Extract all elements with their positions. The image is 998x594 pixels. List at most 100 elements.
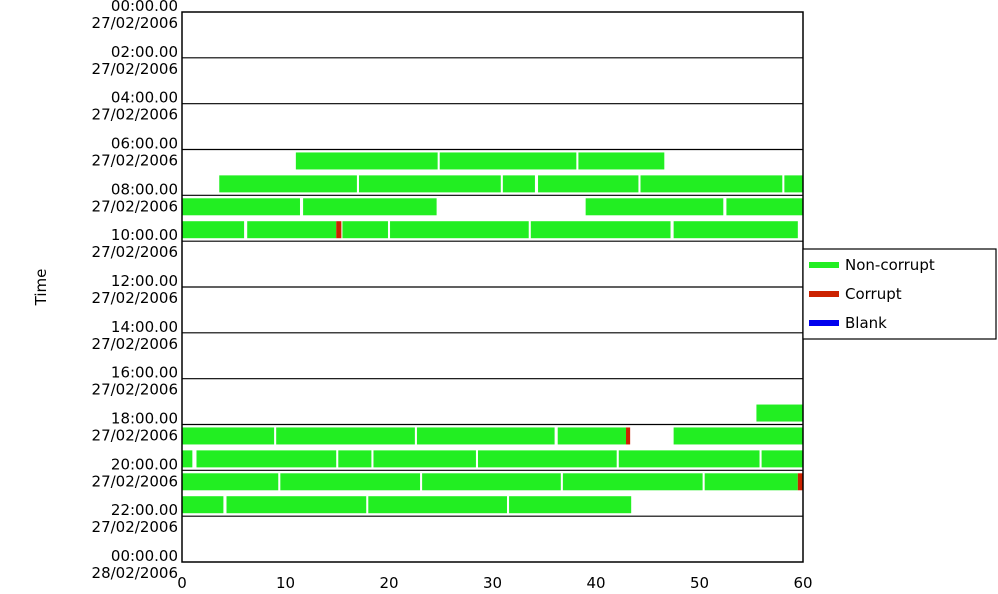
y-tick-date: 27/02/2006: [92, 60, 178, 78]
non-corrupt-bar: [439, 152, 577, 170]
legend-swatch: [809, 291, 839, 297]
corrupt-bar: [336, 221, 342, 239]
non-corrupt-bar: [182, 496, 224, 514]
y-tick-date: 27/02/2006: [92, 518, 178, 536]
non-corrupt-bar: [530, 221, 671, 239]
non-corrupt-bar: [247, 221, 337, 239]
non-corrupt-bar: [502, 175, 535, 193]
non-corrupt-bar: [182, 473, 279, 491]
y-tick-date: 27/02/2006: [92, 289, 178, 307]
y-tick-date: 28/02/2006: [92, 564, 178, 582]
non-corrupt-bar: [578, 152, 665, 170]
legend: Non-corrupt Corrupt Blank: [802, 248, 997, 340]
non-corrupt-bar: [756, 404, 803, 422]
legend-entry: Blank: [809, 314, 887, 332]
y-tick-date: 27/02/2006: [92, 472, 178, 490]
non-corrupt-bar: [562, 473, 703, 491]
y-tick-time: 10:00.00: [111, 226, 178, 244]
non-corrupt-bar: [196, 450, 337, 468]
y-tick-time: 04:00.00: [111, 89, 178, 107]
x-tick-label: 10: [276, 574, 295, 592]
y-tick-date: 27/02/2006: [92, 152, 178, 170]
y-tick-time: 20:00.00: [111, 455, 178, 473]
y-tick-time: 18:00.00: [111, 410, 178, 428]
x-tick-label: 20: [379, 574, 398, 592]
y-tick-time: 16:00.00: [111, 364, 178, 382]
y-axis-label: Time: [32, 269, 50, 307]
legend-label: Corrupt: [845, 285, 902, 303]
non-corrupt-bar: [182, 450, 193, 468]
x-tick-label: 30: [483, 574, 502, 592]
non-corrupt-bar: [618, 450, 760, 468]
non-corrupt-bar: [338, 450, 372, 468]
non-corrupt-bar: [182, 198, 300, 216]
y-tick-date: 27/02/2006: [92, 335, 178, 353]
non-corrupt-bar: [416, 427, 555, 445]
y-tick-labels: 00:00.0027/02/200602:00.0027/02/200604:0…: [92, 0, 178, 582]
non-corrupt-bar: [276, 427, 415, 445]
y-tick-time: 00:00.00: [111, 0, 178, 15]
y-tick-date: 27/02/2006: [92, 106, 178, 124]
y-tick-date: 27/02/2006: [92, 14, 178, 32]
non-corrupt-bar: [390, 221, 529, 239]
corrupt-bar: [797, 473, 803, 491]
legend-swatch: [809, 262, 839, 268]
non-corrupt-bar: [368, 496, 507, 514]
grid-lines: [182, 57, 803, 517]
legend-entry: Corrupt: [809, 285, 902, 303]
y-tick-date: 27/02/2006: [92, 243, 178, 261]
y-tick-time: 02:00.00: [111, 43, 178, 61]
non-corrupt-bar: [673, 221, 798, 239]
non-corrupt-bar: [219, 175, 357, 193]
legend-entry: Non-corrupt: [809, 256, 935, 274]
y-tick-time: 08:00.00: [111, 180, 178, 198]
non-corrupt-bar: [509, 496, 632, 514]
non-corrupt-bar: [422, 473, 561, 491]
non-corrupt-bar: [726, 198, 803, 216]
corrupt-bar: [626, 427, 631, 445]
x-tick-label: 50: [690, 574, 709, 592]
non-corrupt-bar: [761, 450, 803, 468]
non-corrupt-bar: [182, 427, 275, 445]
non-corrupt-bar: [557, 427, 627, 445]
y-tick-time: 22:00.00: [111, 501, 178, 519]
x-tick-label: 0: [177, 574, 187, 592]
x-tick-label: 60: [793, 574, 812, 592]
non-corrupt-bar: [585, 198, 724, 216]
y-tick-time: 12:00.00: [111, 272, 178, 290]
legend-label: Blank: [845, 314, 887, 332]
y-tick-time: 06:00.00: [111, 135, 178, 153]
y-tick-time: 14:00.00: [111, 318, 178, 336]
non-corrupt-bar: [640, 175, 783, 193]
non-corrupt-bar: [704, 473, 798, 491]
non-corrupt-bar: [673, 427, 803, 445]
non-corrupt-bar: [303, 198, 437, 216]
non-corrupt-bar: [784, 175, 803, 193]
non-corrupt-bar: [182, 221, 245, 239]
legend-swatch: [809, 320, 839, 326]
x-tick-labels: 0 10 20 30 40 50 60: [177, 574, 812, 592]
x-tick-label: 40: [586, 574, 605, 592]
non-corrupt-bar: [280, 473, 421, 491]
y-tick-date: 27/02/2006: [92, 427, 178, 445]
non-corrupt-bar: [342, 221, 388, 239]
non-corrupt-bar: [226, 496, 367, 514]
non-corrupt-bar: [478, 450, 617, 468]
y-tick-date: 27/02/2006: [92, 197, 178, 215]
non-corrupt-bar: [373, 450, 476, 468]
data-bars: [182, 152, 803, 514]
legend-label: Non-corrupt: [845, 256, 935, 274]
